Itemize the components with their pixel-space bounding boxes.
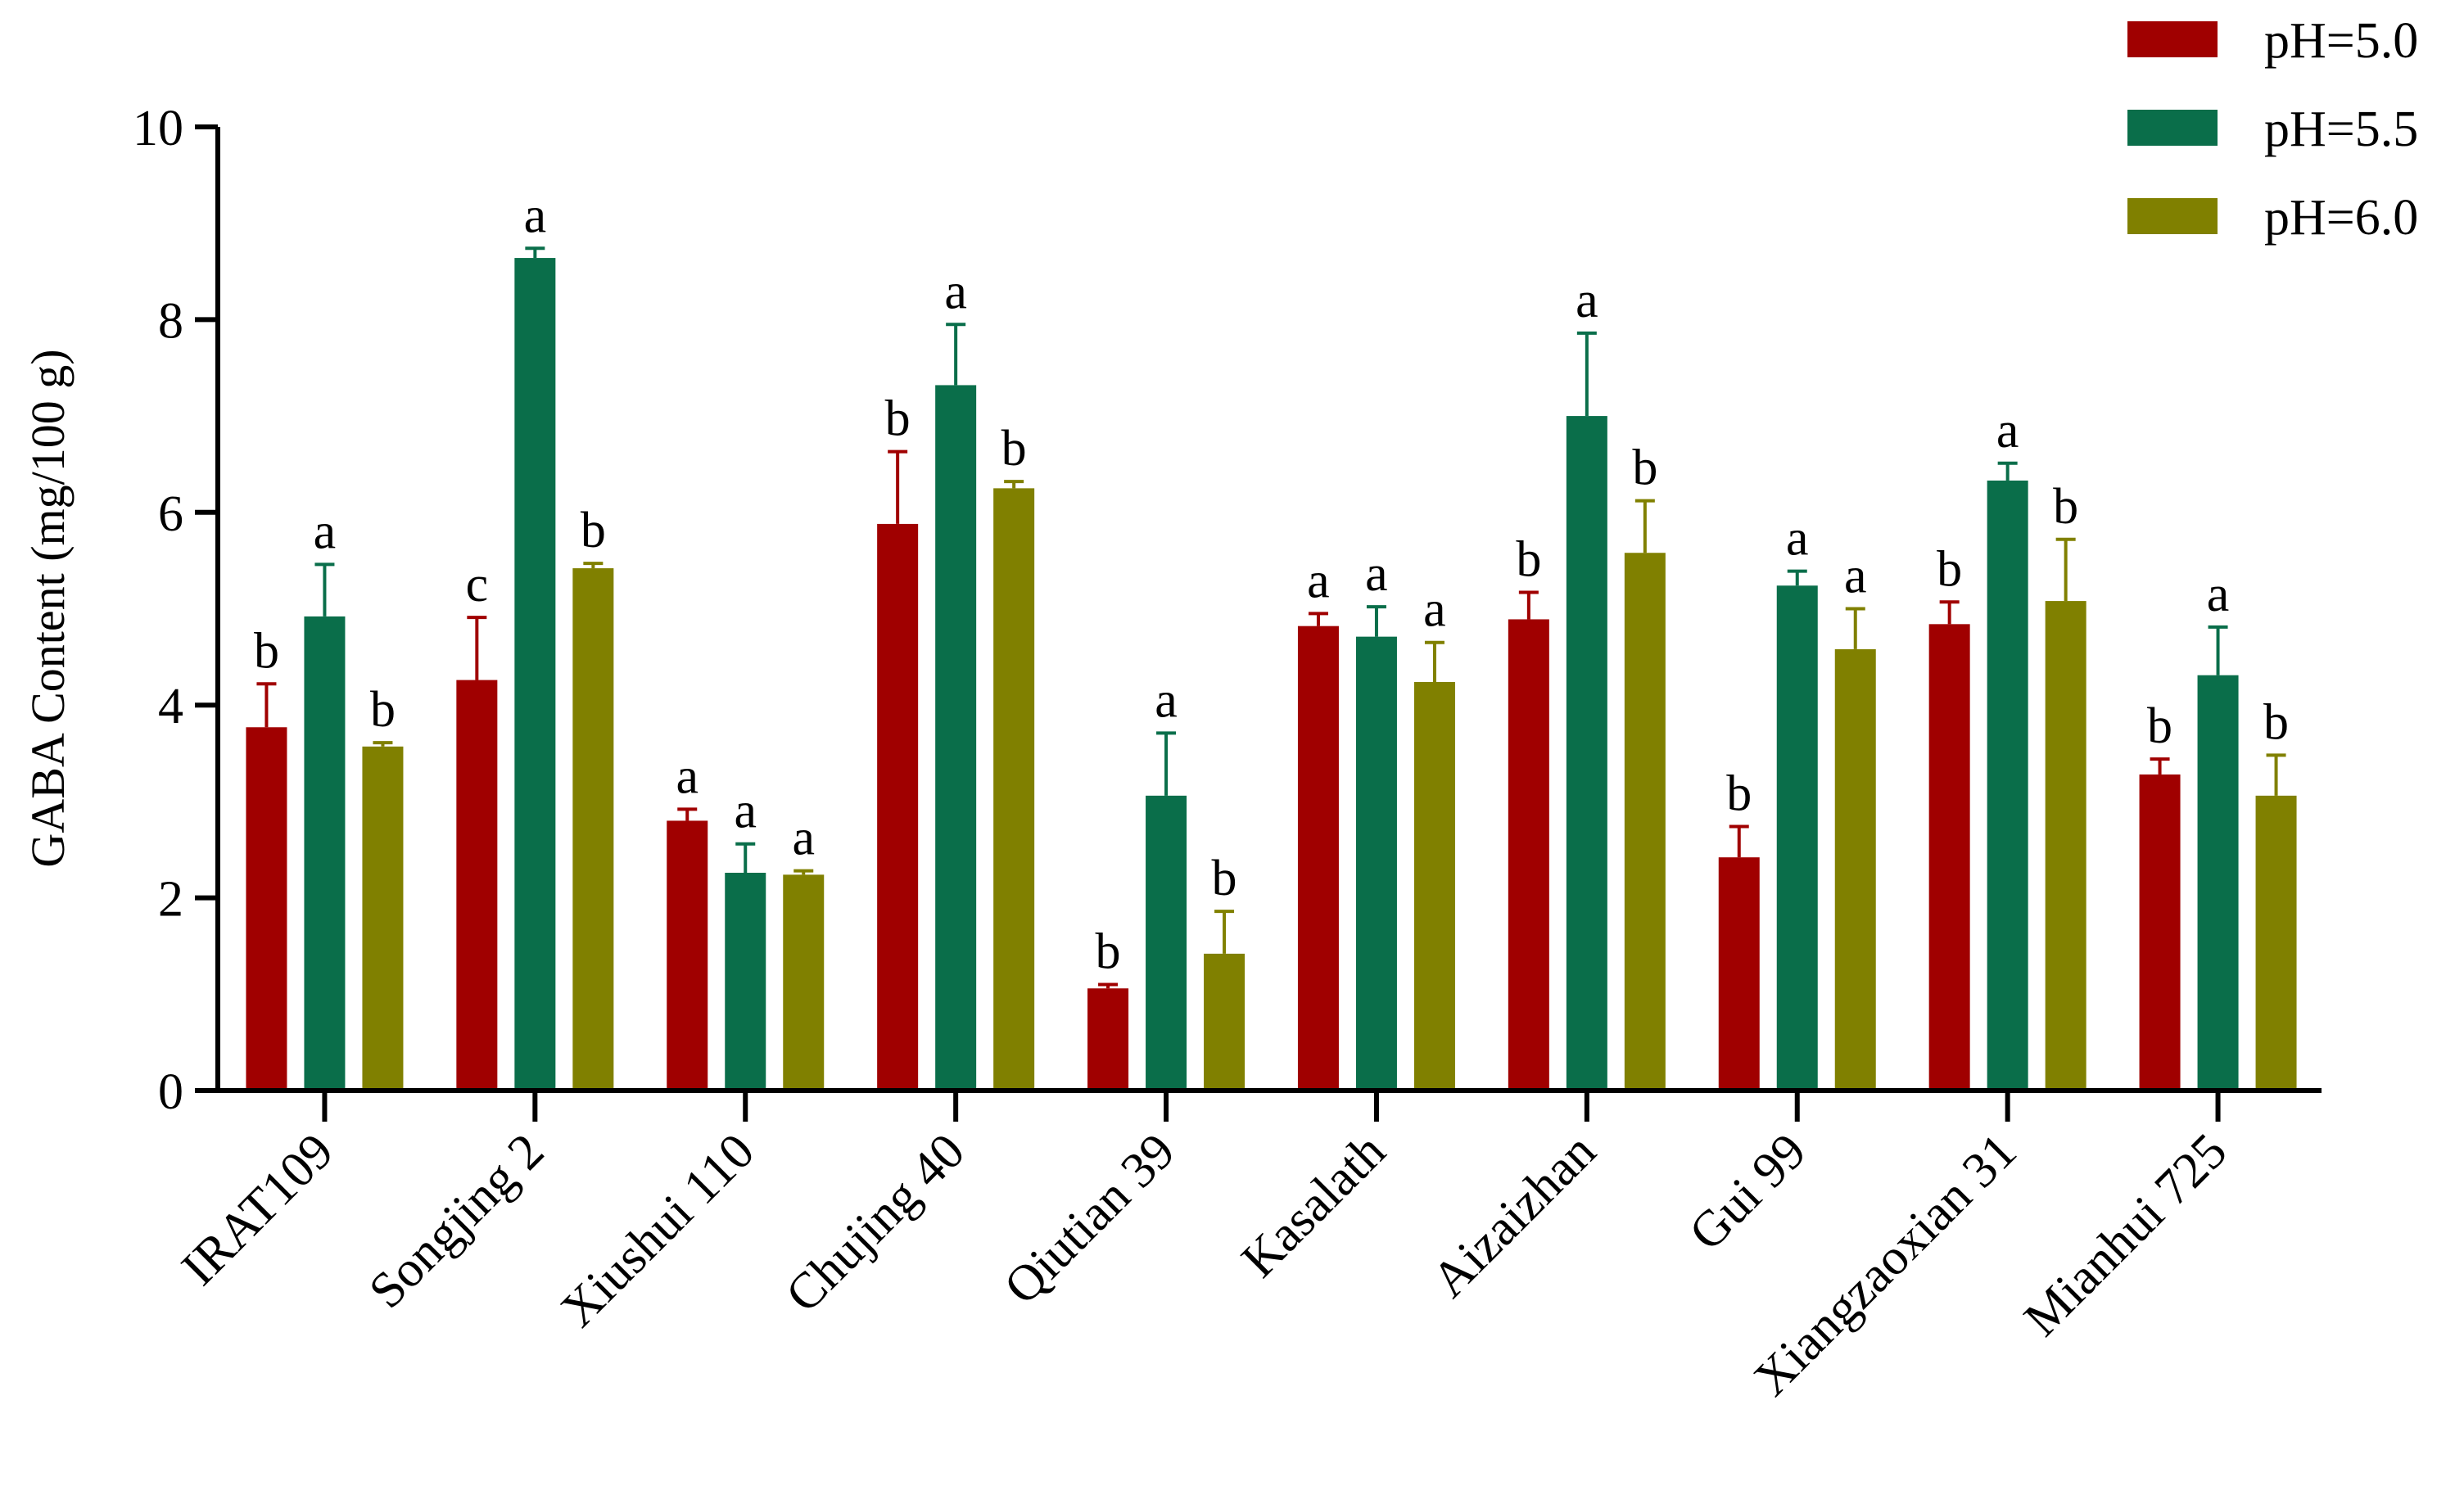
significance-letter: a: [734, 784, 757, 839]
significance-letter: b: [2263, 694, 2289, 750]
bar: [2197, 675, 2239, 1091]
bar: [1566, 416, 1607, 1091]
x-tick-label: Qiutian 39: [994, 1123, 1186, 1315]
bar: [1508, 619, 1549, 1091]
bar: [2139, 774, 2181, 1091]
bar: [572, 568, 614, 1091]
x-tick-label: Xiushui 110: [550, 1123, 765, 1338]
significance-letter: a: [2207, 567, 2230, 622]
significance-letter: b: [1212, 851, 1237, 906]
significance-letter: b: [1726, 766, 1752, 822]
significance-letter: b: [581, 503, 606, 558]
significance-letter: b: [1516, 531, 1541, 587]
significance-letter: b: [1937, 541, 1962, 597]
x-tick-label: Mianhui 725: [2014, 1123, 2237, 1347]
significance-letter: a: [1844, 549, 1867, 604]
bar: [246, 727, 287, 1091]
bar: [514, 258, 556, 1091]
x-tick-label: Songjing 2: [359, 1123, 554, 1319]
legend-swatch: [2127, 198, 2218, 234]
bar: [993, 488, 1035, 1091]
bar: [1355, 636, 1397, 1091]
y-tick-label: 6: [158, 486, 183, 542]
bar: [2255, 795, 2297, 1091]
legend-label: pH=5.5: [2264, 102, 2418, 157]
bar: [1297, 626, 1339, 1091]
significance-letter: b: [1096, 924, 1121, 980]
bar: [1413, 681, 1455, 1091]
bar: [304, 616, 346, 1091]
x-tick-label: Aizaizhan: [1422, 1123, 1607, 1308]
bar: [1987, 480, 2028, 1091]
significance-letter: a: [1155, 672, 1178, 728]
bar: [877, 523, 919, 1091]
legend-swatch: [2127, 110, 2218, 146]
legend: pH=5.0 pH=5.5 pH=6.0: [2127, 13, 2418, 246]
bar: [2045, 601, 2086, 1091]
bar: [456, 680, 498, 1091]
y-axis: 0 2 4 6 8 10: [133, 101, 220, 1120]
y-tick-label: 8: [158, 293, 183, 349]
legend-label: pH=6.0: [2264, 190, 2418, 246]
significance-letter: a: [1423, 582, 1446, 638]
x-tick-label: Kasalath: [1231, 1123, 1395, 1288]
x-tick-label: Chujing 40: [775, 1123, 975, 1323]
significance-letter: b: [370, 682, 396, 738]
significance-letter: a: [1996, 403, 2019, 458]
significance-letter: c: [466, 557, 489, 612]
x-tick-label: IRAT109: [171, 1123, 344, 1296]
significance-letter: a: [1576, 273, 1598, 328]
bar: [667, 820, 708, 1091]
y-axis-title: GABA Content (mg/100 g): [21, 349, 75, 867]
significance-letter: b: [1001, 421, 1027, 477]
bar: [1146, 795, 1187, 1091]
y-tick-label: 0: [158, 1064, 183, 1120]
y-tick-label: 2: [158, 872, 183, 928]
significance-letter: b: [885, 391, 911, 447]
bar: [1776, 585, 1818, 1091]
significance-letter: a: [1365, 546, 1388, 602]
bar: [1834, 648, 1876, 1091]
significance-letter: a: [1307, 553, 1330, 608]
significance-letter: a: [792, 811, 815, 866]
bar: [1718, 857, 1760, 1091]
bar: [725, 872, 766, 1091]
significance-letter: b: [2147, 698, 2172, 754]
y-tick-label: 4: [158, 679, 183, 734]
bar: [1204, 953, 1246, 1091]
significance-letter: b: [254, 623, 279, 679]
significance-letter: a: [676, 748, 699, 804]
significance-letter: a: [1786, 511, 1809, 567]
bar: [935, 385, 977, 1091]
significance-letter: a: [314, 504, 337, 559]
bar: [1624, 553, 1666, 1091]
y-tick-label: 10: [133, 101, 183, 156]
significance-letter: b: [1632, 440, 1657, 496]
bar: [783, 874, 825, 1091]
legend-label: pH=5.0: [2264, 13, 2418, 69]
significance-letter: a: [524, 187, 547, 243]
significance-letter: b: [2053, 479, 2078, 535]
bar: [1928, 624, 1970, 1091]
bar: [362, 746, 404, 1091]
bar: [1087, 988, 1129, 1091]
x-tick-label: Gui 99: [1679, 1123, 1817, 1262]
significance-letter: a: [944, 264, 967, 319]
legend-swatch: [2127, 21, 2218, 57]
